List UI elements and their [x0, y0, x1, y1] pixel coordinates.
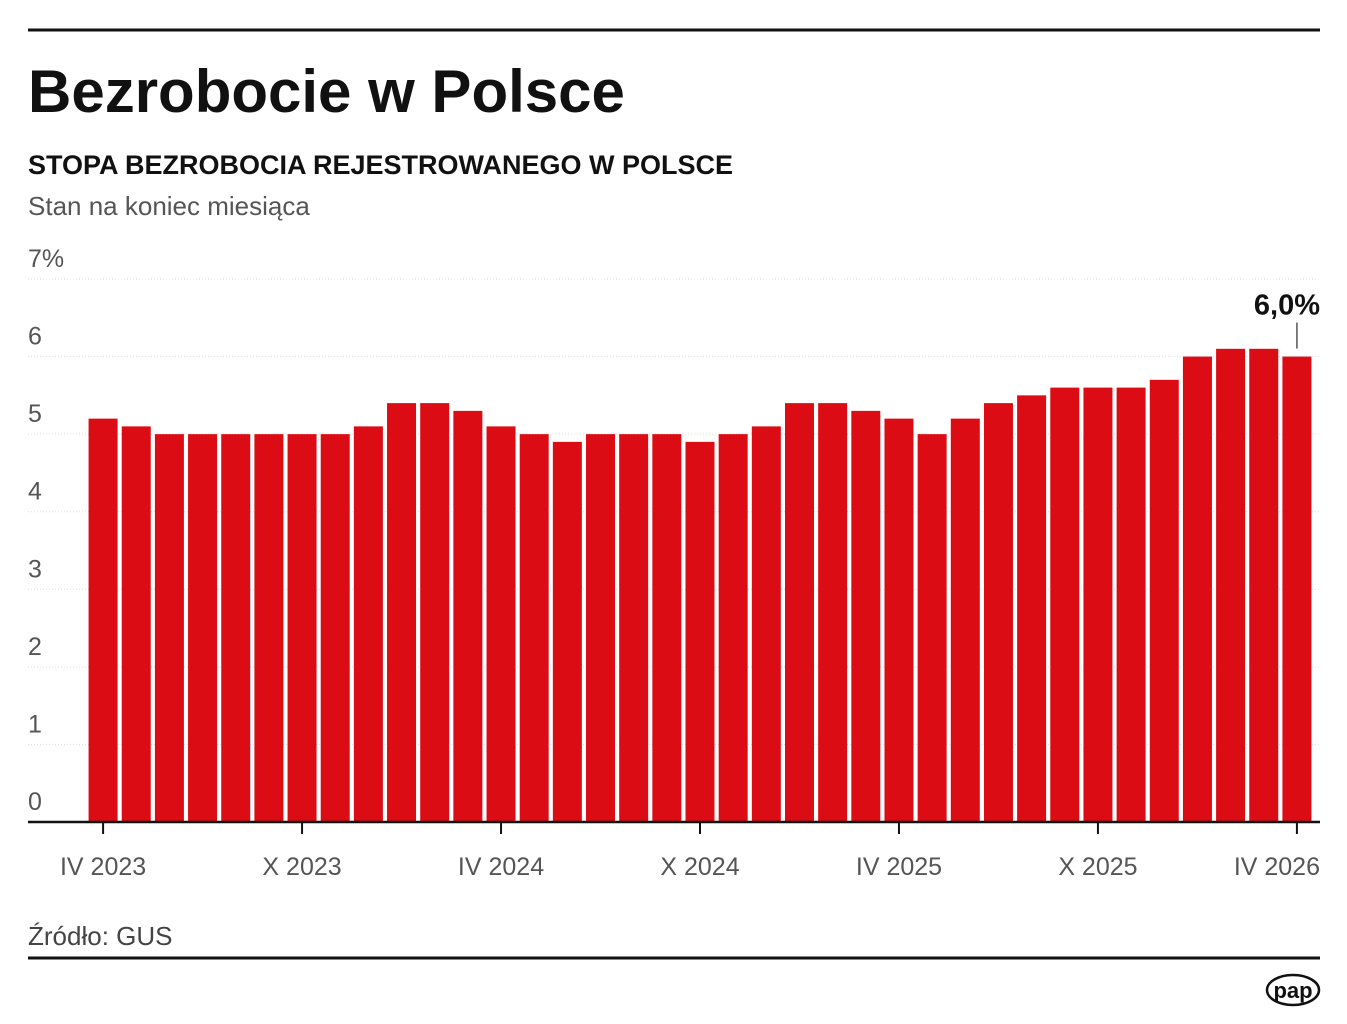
logo-frame — [1265, 973, 1321, 1007]
bar — [1216, 348, 1246, 822]
source: Źródło: GUS — [28, 921, 173, 951]
chart-note: Stan na koniec miesiąca — [28, 191, 310, 221]
bar — [983, 403, 1013, 822]
y-tick-label: 6 — [28, 323, 42, 351]
bar — [917, 434, 947, 822]
y-tick-label: 3 — [28, 555, 42, 583]
bar — [1083, 387, 1113, 822]
bar — [320, 434, 350, 822]
bar — [652, 434, 682, 822]
x-tick-label: IV 2024 — [458, 853, 544, 881]
bar — [188, 434, 218, 822]
bar — [420, 403, 450, 822]
y-tick-label: 1 — [28, 710, 42, 738]
bar — [453, 410, 483, 822]
bar — [552, 441, 582, 822]
bar — [154, 434, 184, 822]
x-tick-label: X 2023 — [262, 853, 341, 881]
bar — [486, 426, 516, 822]
bar — [221, 434, 251, 822]
bar — [950, 418, 980, 822]
y-tick-label: 2 — [28, 633, 42, 661]
bar — [685, 441, 715, 822]
bar — [519, 434, 549, 822]
x-tick-label: IV 2026 — [1234, 853, 1320, 881]
value-label: 6,0% — [1254, 290, 1320, 322]
x-tick-label: IV 2025 — [856, 853, 942, 881]
bar — [121, 426, 151, 822]
x-tick-label: IV 2023 — [60, 853, 146, 881]
y-tick-label: 7% — [28, 245, 64, 273]
bar — [1182, 356, 1212, 822]
chart-subtitle: STOPA BEZROBOCIA REJESTROWANEGO W POLSCE — [28, 150, 733, 180]
bar — [254, 434, 284, 822]
bar — [619, 434, 649, 822]
bar — [1249, 348, 1279, 822]
bar — [884, 418, 914, 822]
y-tick-label: 4 — [28, 478, 42, 506]
bar — [718, 434, 748, 822]
x-tick-label: X 2024 — [660, 853, 739, 881]
bar — [851, 410, 881, 822]
chart-title: Bezrobocie w Polsce — [28, 58, 625, 125]
bar — [1116, 387, 1146, 822]
x-tick-label: X 2025 — [1058, 853, 1137, 881]
bar — [1050, 387, 1080, 822]
bar — [818, 403, 848, 822]
bar — [586, 434, 616, 822]
bar — [88, 418, 118, 822]
logo: pap — [1273, 978, 1312, 1003]
bar — [751, 426, 781, 822]
bar — [387, 403, 417, 822]
bar — [1017, 395, 1047, 822]
y-tick-label: 0 — [28, 788, 42, 816]
bar — [1149, 379, 1179, 822]
bar — [287, 434, 317, 822]
bar — [784, 403, 814, 822]
bar — [1282, 356, 1312, 822]
bar — [353, 426, 383, 822]
y-tick-label: 5 — [28, 400, 42, 428]
